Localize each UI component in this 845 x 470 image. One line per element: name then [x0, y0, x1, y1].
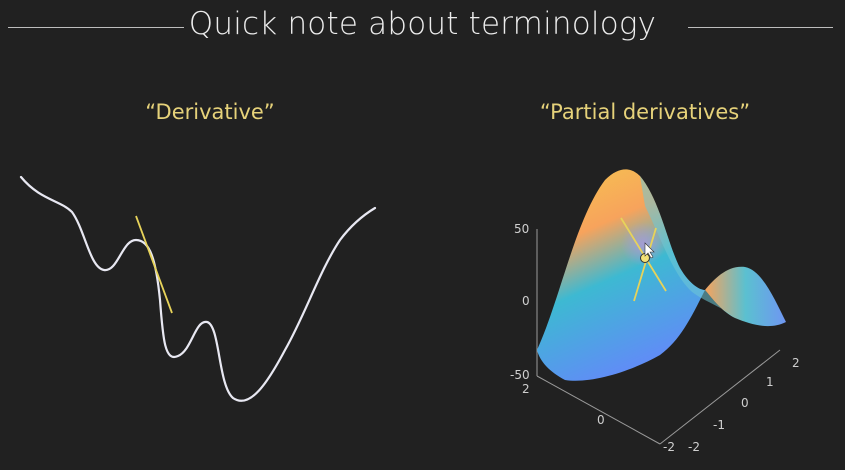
derivative-curve	[19, 175, 377, 402]
z-tick-0: 0	[522, 294, 530, 308]
z-tick-neg50: -50	[510, 368, 530, 382]
surface-wing	[705, 266, 786, 327]
partial-derivatives-heading: “Partial derivatives”	[539, 100, 751, 124]
mouse-cursor-icon	[644, 242, 655, 259]
slide-title-bar: Quick note about terminology	[0, 0, 845, 60]
derivative-heading: “Derivative”	[145, 100, 275, 124]
y-tick-0: 0	[741, 396, 749, 410]
partial-tangent-y	[633, 227, 657, 302]
x-tick-neg2: -2	[663, 440, 675, 454]
y-tick-neg1: -1	[713, 418, 725, 432]
surface-axes	[536, 229, 781, 445]
title-rule-right	[688, 27, 833, 28]
x-tick-0: 0	[597, 413, 605, 427]
title-rule-left	[8, 27, 184, 28]
y-tick-2: 2	[792, 356, 800, 370]
surface-main	[537, 169, 705, 381]
y-tick-neg2: -2	[688, 440, 700, 454]
x-tick-2: 2	[522, 382, 530, 396]
y-tick-1: 1	[766, 375, 774, 389]
slide-title: Quick note about terminology	[188, 6, 657, 42]
tangent-line	[135, 215, 173, 314]
z-tick-50: 50	[514, 222, 529, 236]
